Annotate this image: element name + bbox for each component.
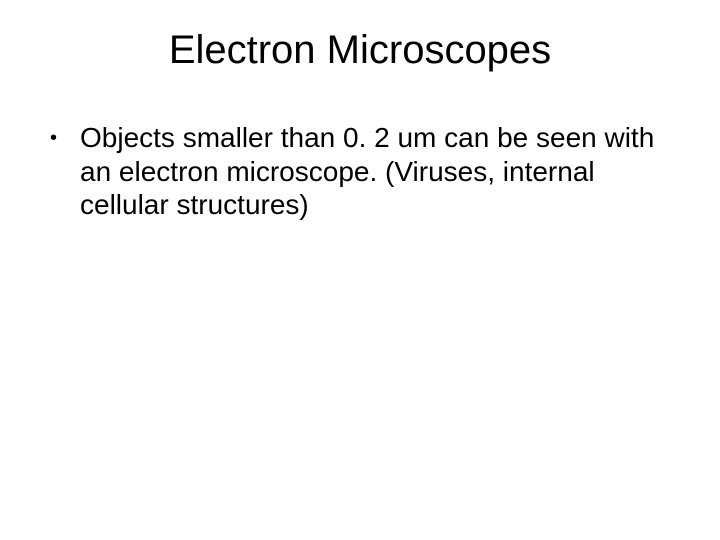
bullet-item: • Objects smaller than 0. 2 um can be se… [50,121,680,222]
bullet-marker: • [50,121,80,150]
slide-title: Electron Microscopes [40,28,680,73]
bullet-text: Objects smaller than 0. 2 um can be seen… [80,121,680,222]
slide-content: • Objects smaller than 0. 2 um can be se… [40,121,680,222]
slide-container: Electron Microscopes • Objects smaller t… [0,0,720,540]
